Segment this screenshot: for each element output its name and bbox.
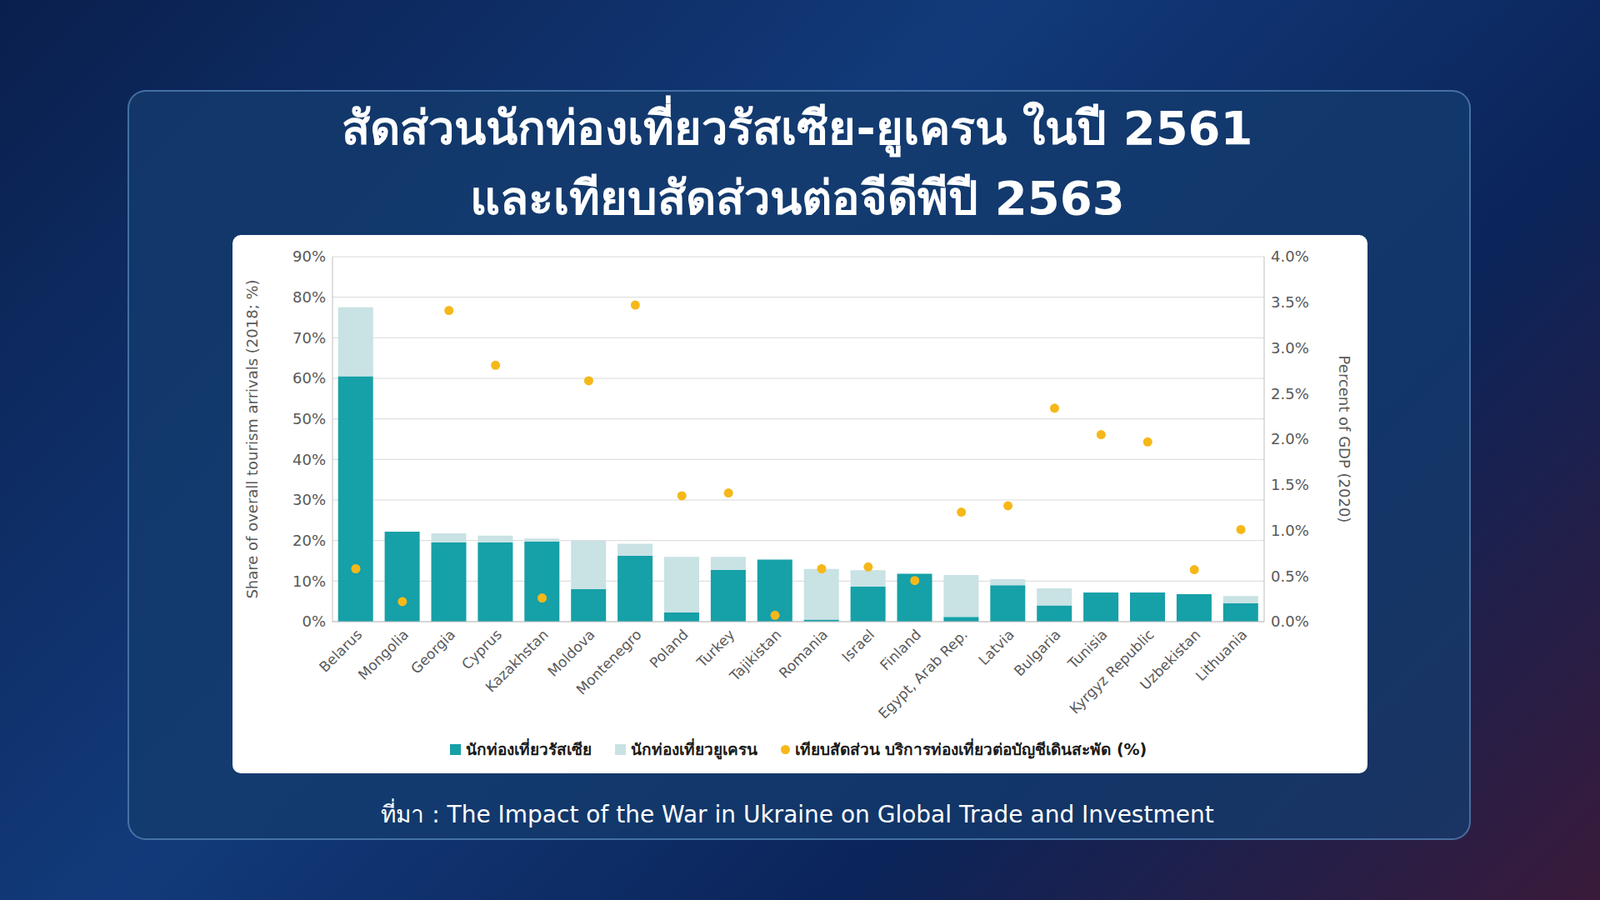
svg-text:Belarus: Belarus [315,626,366,676]
svg-text:Romania: Romania [775,625,832,682]
svg-text:30%: 30% [292,490,326,509]
svg-text:Uzbekistan: Uzbekistan [1136,625,1205,694]
svg-text:Turkey: Turkey [693,625,739,671]
svg-text:3.5%: 3.5% [1270,293,1310,311]
svg-text:Cyprus: Cyprus [458,625,505,673]
svg-text:Latvia: Latvia [975,625,1018,669]
svg-text:50%: 50% [292,410,326,428]
svg-text:Egypt, Arab Rep.: Egypt, Arab Rep. [875,625,971,722]
svg-text:4.0%: 4.0% [1270,247,1310,265]
svg-text:80%: 80% [292,288,326,306]
svg-text:70%: 70% [292,329,326,347]
svg-text:Lithuania: Lithuania [1192,625,1251,685]
svg-text:Tunisia: Tunisia [1064,625,1111,673]
svg-text:Kyrgyz Republic: Kyrgyz Republic [1065,625,1157,717]
svg-text:40%: 40% [292,450,326,469]
svg-text:Tajikistan: Tajikistan [725,625,785,685]
html-text:สัดส่วนนักท่องเที่ยวรัสเซีย-ยู: สัดส่วนนักท่องเที่ยวรัสเซีย-ยูเครน ในปี … [342,100,1253,225]
svg-text:Mongolia: Mongolia [355,625,413,684]
html-text:เทียบสัดส่วน บริการท่องเที่ยวต: เทียบสัดส่วน บริการท่องเที่ยวต่อบัญชีเดิ… [794,740,1147,759]
svg-text:Poland: Poland [645,625,691,671]
svg-text:10%: 10% [292,572,326,590]
html-text:นักท่องเที่ยวยูเครน: นักท่องเที่ยวยูเครน [630,740,758,759]
svg-text:0.0%: 0.0% [1270,612,1310,630]
svg-text:2.0%: 2.0% [1270,430,1310,448]
svg-text:Moldova: Moldova [544,626,599,680]
svg-text:90%: 90% [292,247,326,265]
svg-text:0%: 0% [301,612,326,630]
svg-text:1.5%: 1.5% [1270,475,1310,494]
svg-text:Finland: Finland [876,625,925,674]
svg-text:2.5%: 2.5% [1270,385,1310,403]
svg-text:Kazakhstan: Kazakhstan [482,625,552,695]
svg-text:Percent of GDP (2020): Percent of GDP (2020) [1335,355,1354,524]
svg-text:Israel: Israel [838,625,878,665]
svg-text:0.5%: 0.5% [1270,567,1310,585]
html-text:นักท่องเที่ยวรัสเซีย: นักท่องเที่ยวรัสเซีย [465,740,592,759]
svg-text:20%: 20% [292,531,326,550]
svg-text:Share of overall tourism arriv: Share of overall tourism arrivals (2018;… [243,279,261,599]
svg-text:3.0%: 3.0% [1270,339,1310,357]
svg-text:1.0%: 1.0% [1270,521,1310,540]
svg-text:Montenegro: Montenegro [572,625,645,698]
svg-text:60%: 60% [292,369,326,387]
svg-text:Bulgaria: Bulgaria [1010,625,1065,680]
html-text:ที่มา : The Impact of the War: ที่มา : The Impact of the War in Ukraine… [381,800,1214,829]
svg-text:Georgia: Georgia [407,625,459,677]
